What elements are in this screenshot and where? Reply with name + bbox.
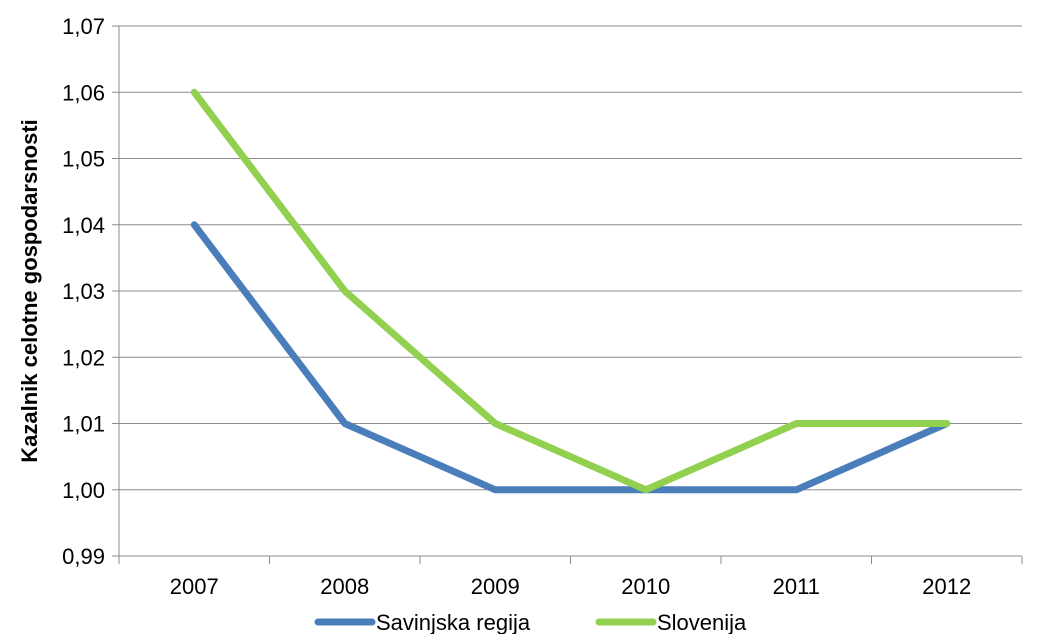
y-tick-label: 1,06 [62,80,105,105]
y-tick-label: 1,01 [62,412,105,437]
series-line [190,221,951,494]
y-tick-label: 1,07 [62,14,105,39]
axes: 0,99 1,00 1,01 1,02 1,03 1,04 1,05 1,06 1,07 2007… [62,14,1023,599]
x-tick-label: 2007 [170,574,219,599]
x-tick-label: 2008 [320,574,369,599]
x-tick-label: 2011 [773,574,820,599]
legend: Savinjska regija Slovenija [314,610,747,635]
x-tick-label: 2009 [471,574,520,599]
series-line [190,88,951,494]
y-tick-label: 1,03 [62,279,105,304]
y-tick-label: 1,02 [62,345,105,370]
y-axis-title: Kazalnik celotne gospodarsnosti [17,119,42,463]
series-lines [190,88,951,494]
x-tick-label: 2012 [922,574,971,599]
gridlines [119,25,1022,491]
legend-label: Slovenija [657,610,747,634]
y-tick-label: 0,99 [62,544,105,569]
y-tick-label: 1,04 [62,213,105,238]
x-tick-label: 2010 [621,574,670,599]
y-tick-label: 1,05 [62,147,105,172]
y-tick-label: 1,00 [62,478,105,503]
legend-label: Savinjska regija [376,610,531,634]
